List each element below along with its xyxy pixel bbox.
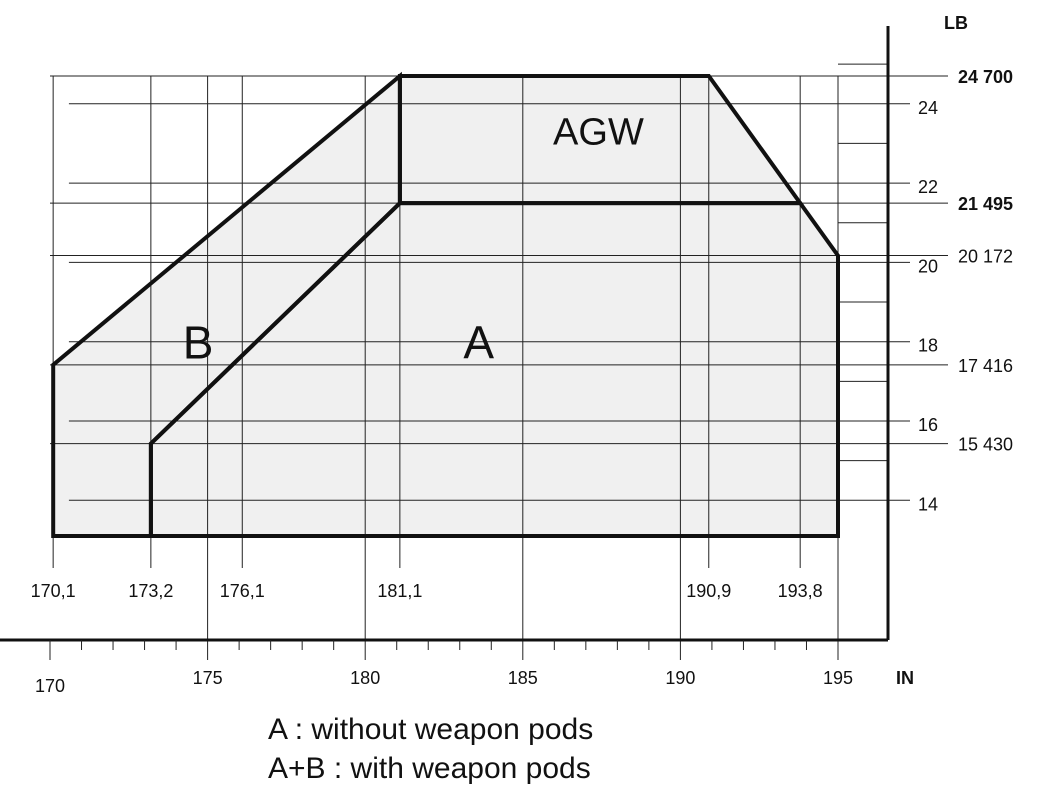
x-annot-label-181,1: 181,1 xyxy=(377,581,422,601)
y-annot-label-20 172: 20 172 xyxy=(958,247,1013,267)
x-annot-label-170,1: 170,1 xyxy=(31,581,76,601)
envelope-fill xyxy=(53,76,838,536)
y-annot-label-17 416: 17 416 xyxy=(958,356,1013,376)
x-tick-label-175: 175 xyxy=(193,668,223,688)
x-tick-label-185: 185 xyxy=(508,668,538,688)
y-tick-label-18: 18 xyxy=(918,336,938,356)
y-tick-label-22: 22 xyxy=(918,177,938,197)
region-outline-AGW xyxy=(397,74,805,206)
x-axis-label: IN xyxy=(896,668,914,688)
y-tick-label-24: 24 xyxy=(918,98,938,118)
x-annot-label-193,8: 193,8 xyxy=(778,581,823,601)
region-label-B: B xyxy=(183,317,214,369)
y-tick-label-20: 20 xyxy=(918,256,938,276)
x-tick-label-190: 190 xyxy=(665,668,695,688)
x-tick-label-195: 195 xyxy=(823,668,853,688)
y-annot-label-21 495: 21 495 xyxy=(958,194,1013,214)
x-annot-label-190,9: 190,9 xyxy=(686,581,731,601)
x-tick-label-170: 170 xyxy=(35,676,65,696)
legend-line-ab: A+B : with weapon pods xyxy=(268,752,591,785)
x-annot-label-173,2: 173,2 xyxy=(128,581,173,601)
x-tick-label-180: 180 xyxy=(350,668,380,688)
y-tick-label-16: 16 xyxy=(918,415,938,435)
legend-line-a: A : without weapon pods xyxy=(268,713,594,746)
y-tick-label-14: 14 xyxy=(918,494,938,514)
y-annot-label-15 430: 15 430 xyxy=(958,435,1013,455)
x-annot-label-176,1: 176,1 xyxy=(220,581,265,601)
region-label-AGW: AGW xyxy=(553,112,644,154)
y-annot-label-24 700: 24 700 xyxy=(958,67,1013,87)
y-axis-label: LB xyxy=(944,13,968,33)
region-label-A: A xyxy=(463,317,494,369)
cg-envelope-chart: 170 175 180 185 190 195 170,1 173,2 176,1 181,1 19… xyxy=(0,13,1013,696)
